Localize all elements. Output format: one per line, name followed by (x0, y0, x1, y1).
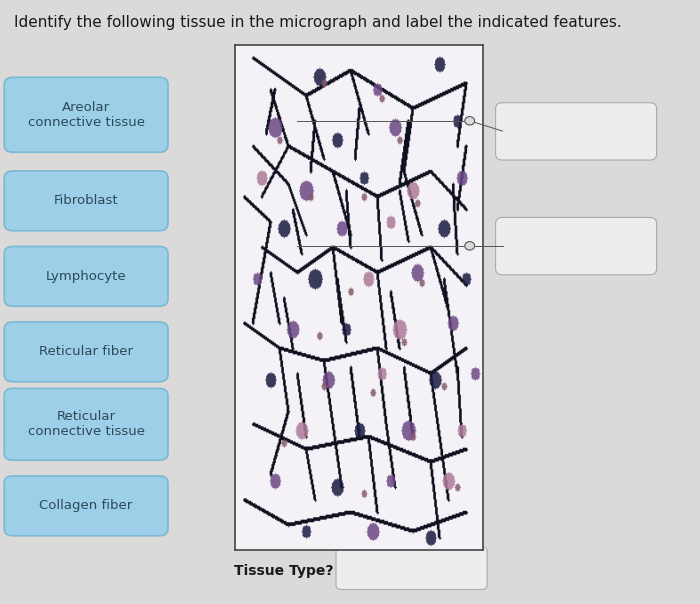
Text: Reticular fiber: Reticular fiber (39, 345, 133, 358)
FancyBboxPatch shape (4, 476, 168, 536)
FancyBboxPatch shape (4, 388, 168, 460)
Text: Identify the following tissue in the micrograph and label the indicated features: Identify the following tissue in the mic… (14, 15, 622, 30)
FancyBboxPatch shape (4, 246, 168, 306)
FancyBboxPatch shape (496, 217, 657, 275)
Text: Fibroblast: Fibroblast (54, 194, 118, 207)
Text: Collagen fiber: Collagen fiber (39, 500, 133, 512)
FancyBboxPatch shape (496, 103, 657, 160)
Text: Lymphocyte: Lymphocyte (46, 270, 127, 283)
Circle shape (465, 117, 475, 125)
FancyBboxPatch shape (4, 322, 168, 382)
FancyBboxPatch shape (4, 77, 168, 152)
FancyBboxPatch shape (336, 547, 487, 590)
Circle shape (465, 242, 475, 250)
FancyBboxPatch shape (4, 171, 168, 231)
Text: Reticular
connective tissue: Reticular connective tissue (27, 410, 145, 439)
Text: Tissue Type?: Tissue Type? (234, 564, 334, 578)
Text: Areolar
connective tissue: Areolar connective tissue (27, 101, 145, 129)
